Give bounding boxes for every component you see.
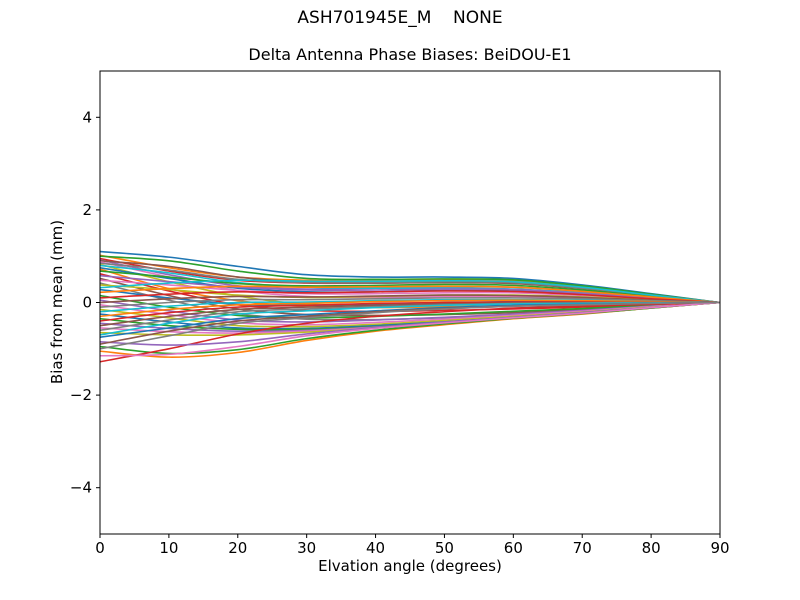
series-line xyxy=(100,301,720,350)
x-tick-label: 20 xyxy=(228,539,247,557)
series-line xyxy=(100,296,720,308)
x-axis-label: Elvation angle (degrees) xyxy=(318,557,502,575)
y-tick-label: 2 xyxy=(82,201,92,219)
series-line xyxy=(100,290,720,304)
x-tick-label: 40 xyxy=(366,539,385,557)
series-line xyxy=(100,274,720,304)
series-group xyxy=(100,250,720,363)
y-tick-label: 0 xyxy=(82,294,92,312)
y-tick-label: −4 xyxy=(70,479,92,497)
series-line xyxy=(100,279,720,304)
x-tick-label: 30 xyxy=(297,539,316,557)
y-tick-label: 4 xyxy=(82,108,92,126)
x-tick-label: 50 xyxy=(435,539,454,557)
series-line xyxy=(100,301,720,357)
series-line xyxy=(100,299,720,318)
x-tick-label: 70 xyxy=(573,539,592,557)
axes-title: Delta Antenna Phase Biases: BeiDOU-E1 xyxy=(248,45,572,64)
series-line xyxy=(100,301,720,363)
figure-suptitle: ASH701945E_M NONE xyxy=(297,8,503,28)
series-line xyxy=(100,285,720,304)
x-tick-label: 0 xyxy=(95,539,105,557)
x-tick-label: 90 xyxy=(710,539,729,557)
series-line xyxy=(100,270,720,304)
x-tick-label: 10 xyxy=(159,539,178,557)
series-line xyxy=(100,255,720,304)
x-tick-label: 80 xyxy=(642,539,661,557)
series-line xyxy=(100,294,720,304)
y-tick-label: −2 xyxy=(70,386,92,404)
x-tick-label: 60 xyxy=(504,539,523,557)
